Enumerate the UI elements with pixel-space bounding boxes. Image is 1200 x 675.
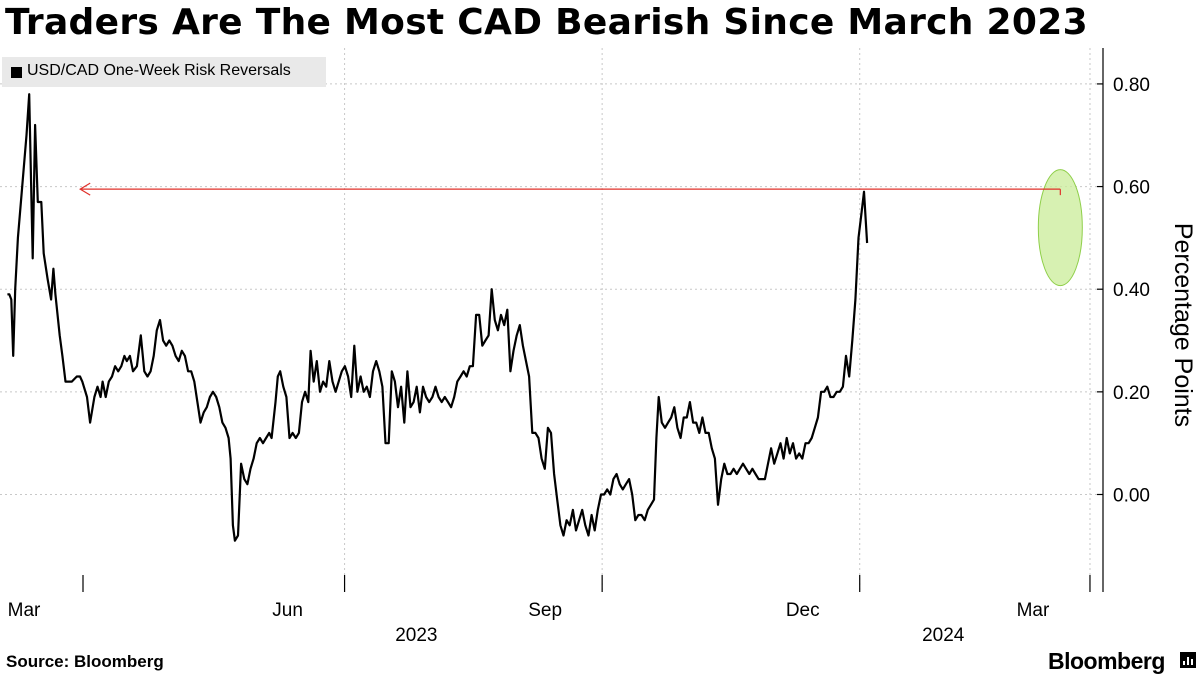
bar-chart-icon <box>1180 652 1196 668</box>
y-axis-title: Percentage Points <box>1169 223 1197 427</box>
brand-logo: Bloomberg <box>1048 648 1165 674</box>
legend: USD/CAD One-Week Risk Reversals <box>2 57 326 87</box>
x-tick-label: Dec <box>786 600 820 621</box>
series-line <box>7 93 869 542</box>
x-tick-label: Mar <box>8 600 41 621</box>
x-year-label: 2024 <box>922 625 965 646</box>
y-tick-label: 0.20 <box>1113 383 1150 404</box>
source-note: Source: Bloomberg <box>6 652 164 671</box>
legend-swatch <box>11 67 22 78</box>
x-tick-label: Sep <box>528 600 562 621</box>
annotation-arrow-head <box>79 182 91 196</box>
x-tick-label: Mar <box>1017 600 1050 621</box>
highlight-ellipse <box>1037 169 1083 287</box>
y-tick-label: 0.60 <box>1113 178 1150 199</box>
y-tick-label: 0.00 <box>1113 485 1150 506</box>
y-tick-label: 0.40 <box>1113 280 1150 301</box>
chart-title: Traders Are The Most CAD Bearish Since M… <box>5 2 1088 43</box>
x-year-label: 2023 <box>395 625 437 646</box>
y-tick-label: 0.80 <box>1113 75 1150 96</box>
x-tick-label: Jun <box>272 600 303 621</box>
legend-label: USD/CAD One-Week Risk Reversals <box>27 62 291 79</box>
